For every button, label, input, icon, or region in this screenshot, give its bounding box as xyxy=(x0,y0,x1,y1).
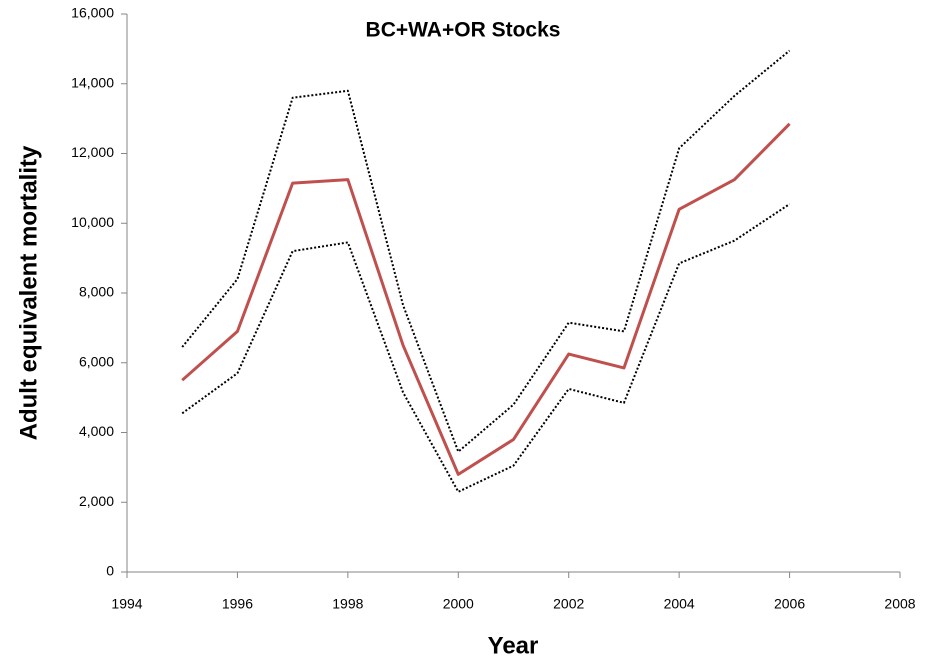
y-tick-label: 12,000 xyxy=(71,144,114,160)
y-tick-label: 2,000 xyxy=(79,493,114,509)
y-tick-label: 16,000 xyxy=(71,5,114,21)
y-axis-label: Adult equivalent mortality xyxy=(15,145,42,440)
x-tick-label: 2008 xyxy=(884,596,915,612)
x-tick-label: 2000 xyxy=(443,596,474,612)
x-tick-label: 2006 xyxy=(774,596,805,612)
y-tick-label: 8,000 xyxy=(79,284,114,300)
y-tick-label: 10,000 xyxy=(71,214,114,230)
x-tick-label: 1994 xyxy=(111,596,142,612)
x-tick-label: 2002 xyxy=(553,596,584,612)
y-tick-label: 6,000 xyxy=(79,353,114,369)
x-axis-label: Year xyxy=(488,632,539,659)
chart-title: BC+WA+OR Stocks xyxy=(366,19,561,42)
x-tick-label: 2004 xyxy=(664,596,695,612)
y-tick-label: 0 xyxy=(106,563,114,579)
series-line xyxy=(181,49,791,453)
x-tick-label: 1998 xyxy=(332,596,363,612)
x-tick-label: 1996 xyxy=(222,596,253,612)
y-tick-label: 4,000 xyxy=(79,423,114,439)
y-tick-label: 14,000 xyxy=(71,74,114,90)
series-line xyxy=(181,122,791,476)
series-line xyxy=(181,203,791,493)
